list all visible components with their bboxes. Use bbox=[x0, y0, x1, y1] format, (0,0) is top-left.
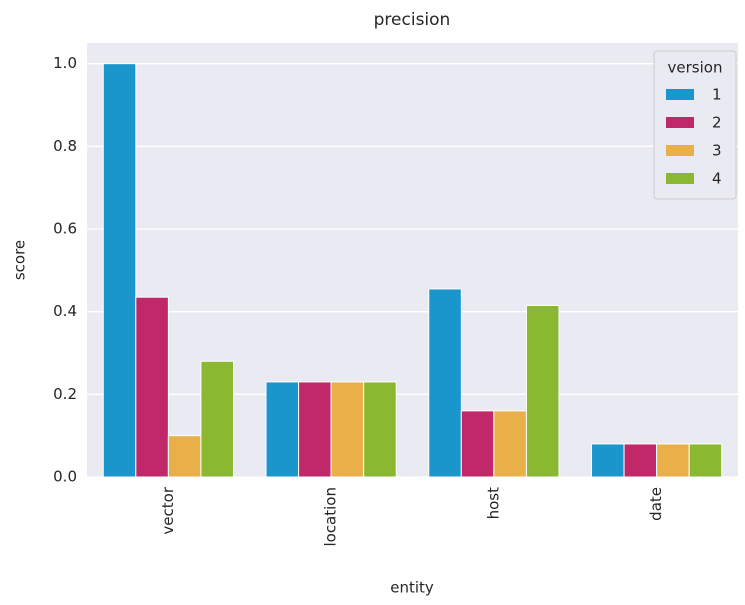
y-tick-label: 0.2 bbox=[53, 385, 77, 403]
legend-swatch bbox=[666, 89, 694, 100]
bar bbox=[298, 381, 332, 478]
bar bbox=[493, 410, 527, 478]
bar bbox=[428, 288, 462, 478]
legend-swatch bbox=[666, 145, 694, 156]
x-tick-label: host bbox=[484, 487, 502, 519]
plot-area bbox=[87, 43, 738, 477]
y-tick-label: 0.4 bbox=[53, 302, 77, 320]
bar bbox=[135, 296, 169, 478]
legend-label: 4 bbox=[712, 170, 722, 188]
bars bbox=[102, 63, 723, 478]
legend-swatch bbox=[666, 173, 694, 184]
y-tick-label: 0.8 bbox=[53, 137, 77, 155]
legend-swatch bbox=[666, 117, 694, 128]
bar bbox=[525, 304, 560, 478]
bar bbox=[623, 443, 658, 478]
legend: version 1 2 3 4 bbox=[653, 50, 737, 200]
y-tick-label: 0.6 bbox=[53, 220, 77, 238]
legend-label: 3 bbox=[712, 142, 722, 160]
x-axis-label: entity bbox=[390, 579, 434, 597]
x-tick-label: date bbox=[647, 487, 665, 521]
bar bbox=[363, 381, 397, 478]
legend-label: 1 bbox=[712, 86, 722, 104]
legend-box bbox=[653, 50, 737, 200]
legend-label: 2 bbox=[712, 114, 722, 132]
bar bbox=[330, 381, 365, 478]
bar bbox=[200, 360, 234, 478]
legend-title: version bbox=[668, 59, 723, 77]
x-tick-label: location bbox=[322, 487, 340, 547]
x-tick-label: vector bbox=[159, 486, 177, 534]
chart-title: precision bbox=[374, 10, 451, 30]
y-tick-label: 0.0 bbox=[53, 468, 77, 486]
bar bbox=[167, 435, 202, 478]
bar bbox=[688, 443, 723, 478]
bar bbox=[460, 410, 495, 478]
bar bbox=[265, 381, 300, 478]
bar bbox=[656, 443, 690, 478]
bar bbox=[591, 443, 625, 478]
y-tick-label: 1.0 bbox=[53, 54, 77, 72]
bar bbox=[102, 63, 137, 478]
y-axis-label: score bbox=[11, 240, 29, 280]
